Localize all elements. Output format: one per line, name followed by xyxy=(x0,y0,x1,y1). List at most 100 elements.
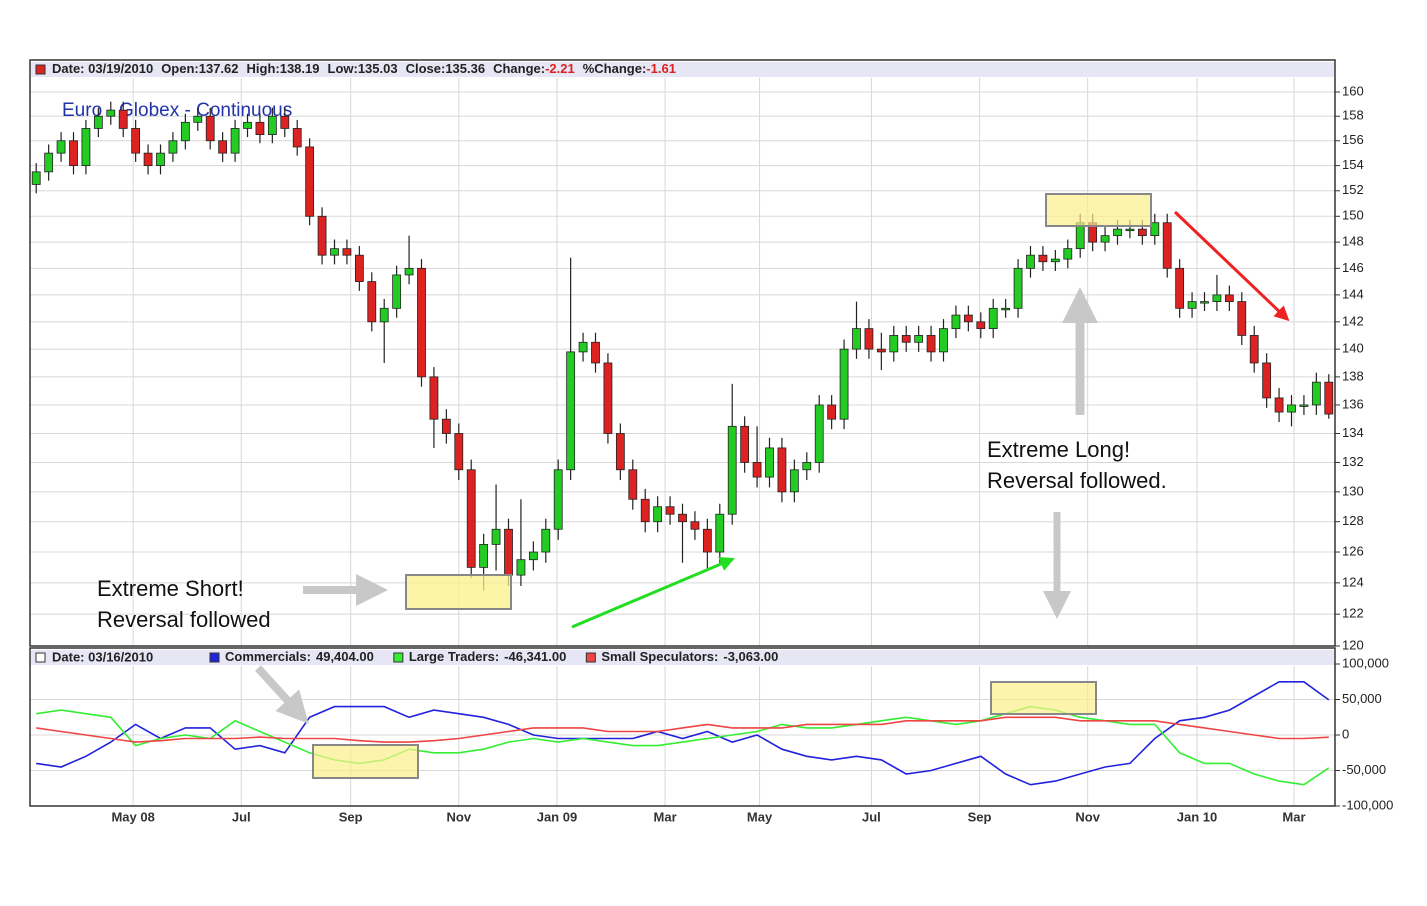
candle-body xyxy=(752,462,762,478)
header-swatch xyxy=(35,64,46,75)
y-tick-label: 142 xyxy=(1342,313,1364,328)
candle-body xyxy=(901,335,911,343)
candle-body xyxy=(1013,267,1023,309)
candle-body xyxy=(802,462,812,471)
legend-name: Small Speculators: xyxy=(601,649,718,664)
legend-label: Commercials: 49,404.00 xyxy=(225,649,374,664)
candle-body xyxy=(715,513,725,553)
candle-body xyxy=(1038,254,1048,263)
candle-body xyxy=(454,433,464,471)
candle-body xyxy=(827,404,837,420)
header-open: Open:137.62 xyxy=(161,61,238,76)
y-tick-label: 138 xyxy=(1342,368,1364,383)
candle-body xyxy=(479,544,489,568)
highlight-box xyxy=(405,574,512,610)
candle-body xyxy=(230,128,240,154)
legend-value: -3,063.00 xyxy=(723,649,778,664)
legend-label: Large Traders: -46,341.00 xyxy=(409,649,567,664)
candle-body xyxy=(516,559,526,576)
candle-body xyxy=(417,267,426,378)
annotation: Reversal followed. xyxy=(987,468,1167,493)
candle-body xyxy=(976,321,986,330)
candle-body xyxy=(1137,228,1147,237)
candle-body xyxy=(69,140,78,167)
header-low: Low:135.03 xyxy=(328,61,398,76)
candle-body xyxy=(1026,254,1035,269)
highlight-box xyxy=(1045,193,1152,227)
candle-body xyxy=(740,425,750,463)
candle-body xyxy=(653,506,663,523)
candle-body xyxy=(615,433,625,471)
highlight-box xyxy=(990,681,1097,715)
candle-body xyxy=(106,109,116,117)
y-tick-label: -50,000 xyxy=(1342,762,1386,777)
candle-body xyxy=(267,115,277,135)
y-tick-label: 120 xyxy=(1342,637,1364,652)
candle-body xyxy=(1237,301,1247,336)
candle-body xyxy=(168,140,178,154)
candle-body xyxy=(441,418,451,434)
candle-body xyxy=(404,267,414,276)
arrow xyxy=(255,665,309,724)
header-pct: -1.61 xyxy=(646,61,676,76)
candle-body xyxy=(330,248,339,256)
series-line xyxy=(36,705,1330,786)
x-tick-label: Sep xyxy=(968,809,992,824)
legend: Commercials: 49,404.00 Large Traders: -46,3… xyxy=(209,649,778,664)
candle-body xyxy=(1150,222,1160,237)
candle-body xyxy=(255,121,265,135)
candle-body xyxy=(528,551,538,561)
candle-body xyxy=(1125,228,1135,232)
cot-header-bar xyxy=(31,650,1334,665)
candle-body xyxy=(1100,235,1110,243)
x-tick-label: Jul xyxy=(232,809,251,824)
candle-body xyxy=(603,362,613,434)
candle-body xyxy=(305,146,315,217)
candle-body xyxy=(156,152,165,167)
candle-body xyxy=(926,335,936,353)
candle-body xyxy=(118,109,128,129)
x-tick-label: Jan 09 xyxy=(537,809,577,824)
y-tick-label: 140 xyxy=(1342,341,1364,356)
candle-body xyxy=(1113,228,1122,237)
series-line xyxy=(36,680,1330,786)
candle-body xyxy=(491,528,501,545)
legend-name: Large Traders: xyxy=(409,649,499,664)
candle-body xyxy=(31,171,41,185)
candle-body xyxy=(963,314,973,323)
candle-body xyxy=(379,307,389,323)
y-tick-label: 124 xyxy=(1342,574,1364,589)
legend-value: -46,341.00 xyxy=(504,649,566,664)
y-tick-label: 126 xyxy=(1342,543,1364,558)
candle-body xyxy=(1249,335,1259,364)
x-tick-label: Nov xyxy=(447,809,472,824)
y-tick-label: -100,000 xyxy=(1342,797,1393,812)
candle-body xyxy=(939,328,948,353)
candle-body xyxy=(777,447,787,493)
candle-body xyxy=(1299,404,1309,407)
candle-body xyxy=(1212,294,1222,302)
price-header-bar xyxy=(31,62,1334,77)
x-tick-label: Sep xyxy=(339,809,363,824)
candle-body xyxy=(1287,404,1296,413)
candle-body xyxy=(864,328,874,350)
candle-body xyxy=(1063,248,1073,260)
candle-body xyxy=(193,115,203,123)
header-date: Date: 03/19/2010 xyxy=(52,61,153,76)
candles xyxy=(31,101,1334,591)
candle-body xyxy=(1274,397,1284,413)
candle-body xyxy=(628,469,638,500)
cot-header: Date: 03/16/2010 xyxy=(52,649,153,664)
candle-body xyxy=(292,128,302,148)
candle-body xyxy=(1162,222,1172,269)
series-line xyxy=(36,716,1329,743)
y-tick-label: 146 xyxy=(1342,260,1364,275)
y-tick-label: 50,000 xyxy=(1342,691,1382,706)
y-tick-label: 100,000 xyxy=(1342,655,1389,670)
candle-body xyxy=(876,348,886,353)
header-change: -2.21 xyxy=(545,61,575,76)
cot-header-swatch xyxy=(35,652,46,663)
y-tick-label: 148 xyxy=(1342,234,1364,249)
candle-body xyxy=(1187,301,1197,309)
candle-body xyxy=(665,506,675,515)
